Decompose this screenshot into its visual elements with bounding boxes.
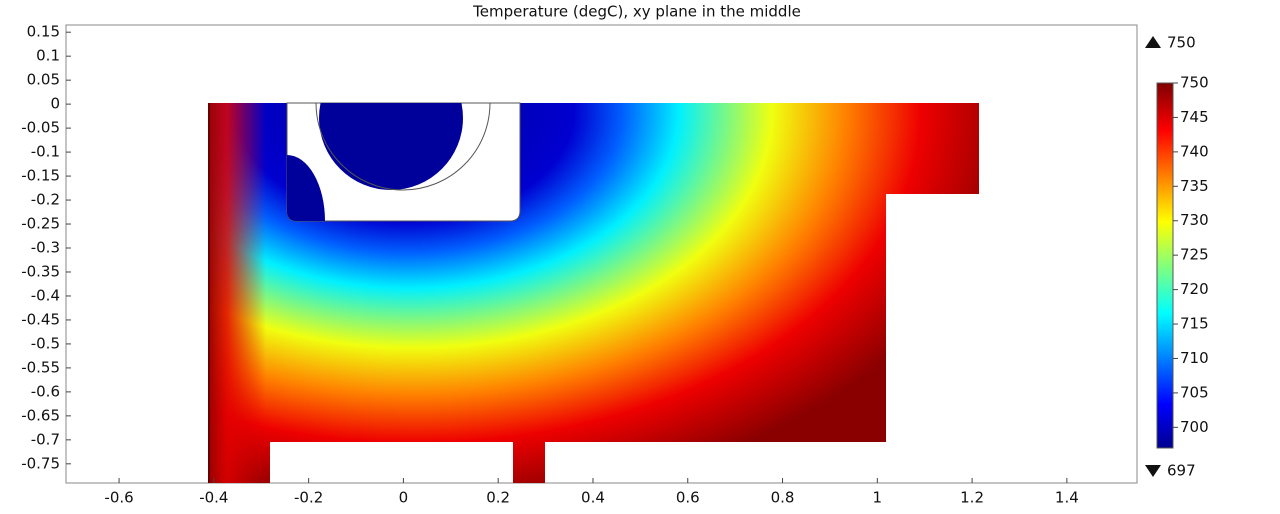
colorbar-tick-label: 735 [1180,177,1209,195]
x-tick-label: 1 [873,489,883,507]
y-tick-label: -0.25 [21,215,60,233]
colorbar-tick-label: 715 [1180,315,1209,333]
colorbar-tick-label: 705 [1180,383,1209,401]
x-tick-label: 1.4 [1055,489,1079,507]
y-tick-label: -0.3 [31,239,60,257]
x-tick-label: 0.2 [486,489,510,507]
min-label: 697 [1167,462,1196,480]
colorbar-tick-label: 720 [1180,280,1209,298]
y-tick-label: -0.5 [31,334,60,352]
field [208,102,979,483]
x-tick-label: 0.6 [676,489,700,507]
colorbar-tick-label: 730 [1180,211,1209,229]
x-tick-label: 1.2 [960,489,984,507]
y-tick-label: -0.4 [31,286,60,304]
y-tick-label: -0.75 [21,454,60,472]
cold-region [287,155,325,221]
colorbar [1156,82,1174,449]
y-tick-label: 0.15 [27,23,60,41]
y-tick-label: -0.1 [31,143,60,161]
x-tick-label: -0.2 [294,489,323,507]
min-marker [1145,465,1161,477]
colorbar-tick-label: 700 [1180,418,1209,436]
y-tick-label: -0.7 [31,430,60,448]
x-tick-label: -0.6 [104,489,133,507]
y-tick-label: -0.2 [31,191,60,209]
chart-title: Temperature (degC), xy plane in the midd… [472,3,801,21]
x-tick-label: 0.8 [771,489,795,507]
y-tick-label: -0.6 [31,382,60,400]
temperature-field-edge [208,103,266,483]
max-marker [1145,36,1161,48]
y-tick-label: 0 [50,95,60,113]
y-tick-label: 0.05 [27,71,60,89]
ring-outline [315,103,491,191]
x-tick-label: -0.4 [199,489,228,507]
y-tick-label: -0.15 [21,167,60,185]
y-tick-label: 0.1 [36,47,60,65]
x-tick-label: 0 [399,489,409,507]
colorbar-tick-label: 710 [1180,349,1209,367]
y-tick-label: -0.35 [21,262,60,280]
y-tick-label: -0.55 [21,358,60,376]
max-label: 750 [1167,34,1196,52]
y-tick-label: -0.05 [21,119,60,137]
colorbar-tick-label: 745 [1180,108,1209,126]
cold-region [319,103,463,190]
x-tick-label: 0.4 [581,489,605,507]
colorbar-tick-label: 740 [1180,142,1209,160]
y-tick-label: -0.45 [21,310,60,328]
colorbar-tick-label: 725 [1180,246,1209,264]
y-tick-label: -0.65 [21,406,60,424]
colorbar-tick-label: 750 [1180,74,1209,92]
